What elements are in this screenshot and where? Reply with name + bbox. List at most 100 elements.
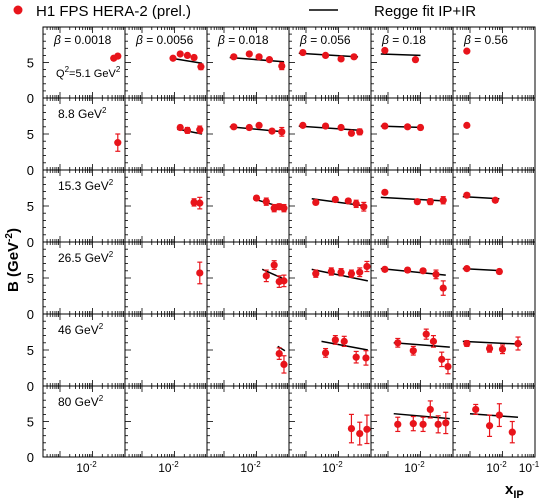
panel-series	[380, 46, 421, 64]
panel-series	[190, 196, 204, 210]
q2-label: 15.3 GeV2	[58, 178, 114, 193]
panel-series	[469, 403, 519, 444]
data-point	[352, 353, 360, 361]
panel-series	[261, 260, 288, 288]
panel-series	[380, 265, 447, 296]
y-tick-label: 5	[27, 127, 34, 142]
q2-label: Q2=5.1 GeV2	[56, 65, 121, 80]
data-point	[278, 128, 286, 136]
q2-label: 80 GeV2	[58, 394, 104, 409]
data-point	[356, 429, 364, 438]
panel-series	[462, 265, 503, 276]
data-point	[299, 121, 307, 129]
legend: H1 FPS HERA-2 (prel.) Regge fit IP+IR	[13, 3, 476, 20]
x-minor-ticks	[206, 314, 290, 386]
data-point	[114, 139, 122, 147]
panel-series	[229, 121, 286, 137]
data-point	[409, 420, 417, 428]
panel-series	[311, 195, 368, 212]
data-point	[114, 52, 122, 60]
x-tick-label: 10-2	[240, 460, 261, 475]
data-point	[485, 344, 494, 353]
data-point	[169, 54, 177, 62]
panel-series	[298, 121, 364, 137]
data-point	[176, 123, 184, 132]
x-minor-ticks	[124, 98, 208, 170]
panel-frame	[206, 241, 290, 315]
data-point	[363, 262, 371, 271]
x-minor-ticks	[370, 386, 454, 457]
panel-frame	[124, 97, 208, 171]
panel-series	[275, 345, 288, 374]
data-point	[411, 56, 420, 64]
data-point	[485, 422, 494, 430]
y-tick-label: 0	[27, 450, 34, 465]
legend-data-label: H1 FPS HERA-2 (prel.)	[36, 3, 191, 20]
data-point	[463, 47, 471, 55]
x-minor-ticks	[206, 98, 290, 170]
data-point	[230, 53, 238, 61]
y-tick-label: 0	[27, 235, 34, 250]
legend-data-marker	[13, 5, 23, 15]
data-point	[321, 349, 330, 357]
x-minor-ticks	[288, 386, 372, 457]
panel-frame	[206, 313, 290, 387]
panel-series	[311, 260, 371, 282]
panel-frame	[452, 97, 536, 171]
q2-label: 8.8 GeV2	[58, 106, 107, 121]
y-tick-label: 5	[27, 415, 34, 430]
x-minor-ticks	[452, 314, 536, 386]
q2-label: 26.5 GeV2	[58, 250, 114, 265]
y-tick-label: 0	[27, 379, 34, 394]
panel-series	[462, 191, 500, 204]
data-point	[183, 51, 192, 60]
data-point	[262, 198, 270, 206]
data-point	[434, 420, 442, 428]
x-minor-ticks	[206, 386, 290, 457]
panel-frame	[288, 241, 372, 315]
data-point	[403, 266, 412, 274]
panel-frame	[124, 241, 208, 315]
data-point	[498, 345, 507, 353]
data-point	[337, 268, 345, 276]
x-tick-label: 10-2	[158, 460, 179, 475]
panel-frame	[288, 385, 372, 458]
x-tick-label: 10-2	[486, 460, 507, 475]
beta-label: β = 0.56	[463, 33, 508, 47]
panel-frame	[206, 385, 290, 458]
regge-fit-curve	[380, 196, 446, 202]
x-minor-ticks	[452, 242, 536, 314]
regge-fit-curve	[380, 53, 421, 57]
y-tick-label: 5	[27, 199, 34, 214]
x-minor-ticks	[452, 386, 536, 457]
x-tick-label: 10-2	[322, 460, 343, 475]
data-point	[381, 188, 389, 196]
panel-frame	[370, 241, 454, 315]
x-axis-label: xIP	[505, 481, 524, 499]
x-minor-ticks	[124, 242, 208, 314]
data-point	[394, 339, 402, 347]
data-point	[255, 121, 263, 129]
y-tick-label: 5	[27, 271, 34, 286]
panel-series	[114, 133, 122, 152]
panel-series	[252, 194, 288, 213]
panel-frame	[370, 97, 454, 171]
data-point	[416, 123, 425, 132]
data-point	[275, 350, 283, 358]
data-point	[352, 200, 360, 208]
data-point	[327, 267, 335, 276]
panel-series	[380, 122, 425, 132]
data-point	[340, 337, 348, 345]
data-point	[347, 129, 356, 137]
data-point	[429, 337, 438, 345]
data-point	[230, 123, 238, 131]
x-minor-ticks	[206, 242, 290, 314]
panel-series	[393, 328, 452, 375]
beta-label: β = 0.18	[381, 33, 426, 47]
data-point	[265, 56, 274, 64]
panel-series	[196, 261, 204, 285]
data-point	[196, 199, 204, 207]
panel-frame	[452, 169, 536, 243]
data-point	[413, 198, 421, 206]
